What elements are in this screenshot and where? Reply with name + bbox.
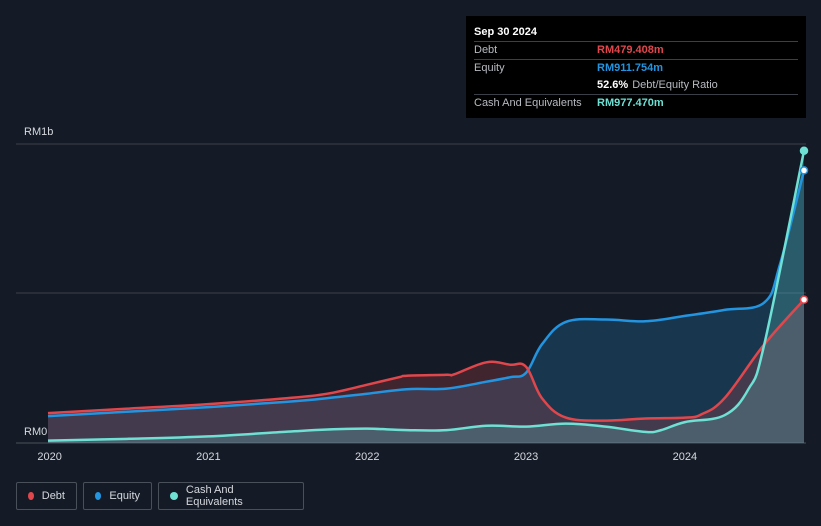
legend-equity-label: Equity bbox=[109, 490, 140, 502]
x-tick-2020: 2020 bbox=[37, 451, 61, 463]
y-axis-bottom-label: RM0 bbox=[24, 426, 47, 438]
tooltip-row-debt: Debt RM479.408m bbox=[474, 41, 798, 59]
x-axis-ticks: 2020 2021 2022 2023 2024 bbox=[37, 451, 697, 463]
tooltip-ratio-label: Debt/Equity Ratio bbox=[632, 79, 718, 91]
tooltip-cash-label: Cash And Equivalents bbox=[474, 97, 582, 109]
tooltip-equity-label: Equity bbox=[474, 62, 505, 74]
cash-line bbox=[47, 150, 806, 442]
grid-lines bbox=[16, 143, 806, 444]
equity-end-point[interactable] bbox=[799, 166, 809, 175]
tooltip-ratio-value: 52.6% bbox=[597, 79, 629, 91]
equity-area bbox=[48, 170, 804, 443]
tooltip-equity-value: RM911.754m bbox=[597, 62, 664, 74]
cash-end-point[interactable] bbox=[799, 146, 809, 155]
tooltip-row-ratio: 52.6% Debt/Equity Ratio bbox=[474, 77, 798, 94]
x-tick-2024: 2024 bbox=[673, 451, 697, 463]
cash-legend-dot bbox=[170, 492, 178, 500]
x-tick-2022: 2022 bbox=[355, 451, 379, 463]
x-tick-2023: 2023 bbox=[514, 451, 538, 463]
tooltip-row-cash: Cash And Equivalents RM977.470m bbox=[474, 94, 798, 112]
debt-end-point[interactable] bbox=[799, 295, 809, 304]
debt-legend-dot bbox=[28, 492, 34, 500]
equity-line bbox=[47, 170, 806, 418]
equity-legend-dot bbox=[95, 492, 102, 500]
tooltip-debt-label: Debt bbox=[474, 44, 498, 56]
tooltip-debt-value: RM479.408m bbox=[597, 44, 664, 56]
tooltip-row-equity: Equity RM911.754m bbox=[474, 59, 798, 77]
tooltip-cash-value: RM977.470m bbox=[597, 97, 664, 109]
tooltip-panel: Sep 30 2024 Debt RM479.408m Equity RM911… bbox=[466, 16, 806, 118]
legend-item-cash[interactable]: Cash And Equivalents bbox=[158, 482, 304, 510]
series-end-markers bbox=[799, 146, 809, 304]
legend-cash-label: Cash And Equivalents bbox=[185, 484, 243, 508]
legend-debt-label: Debt bbox=[41, 490, 65, 502]
y-axis-top-label: RM1b bbox=[24, 126, 53, 138]
series-areas bbox=[48, 150, 804, 443]
legend-item-debt[interactable]: Debt bbox=[16, 482, 77, 510]
x-tick-2021: 2021 bbox=[196, 451, 220, 463]
tooltip-date: Sep 30 2024 bbox=[474, 26, 537, 38]
legend-item-equity[interactable]: Equity bbox=[83, 482, 152, 510]
debt-area bbox=[48, 299, 804, 443]
series-lines bbox=[47, 150, 806, 442]
debt-line bbox=[47, 298, 805, 422]
